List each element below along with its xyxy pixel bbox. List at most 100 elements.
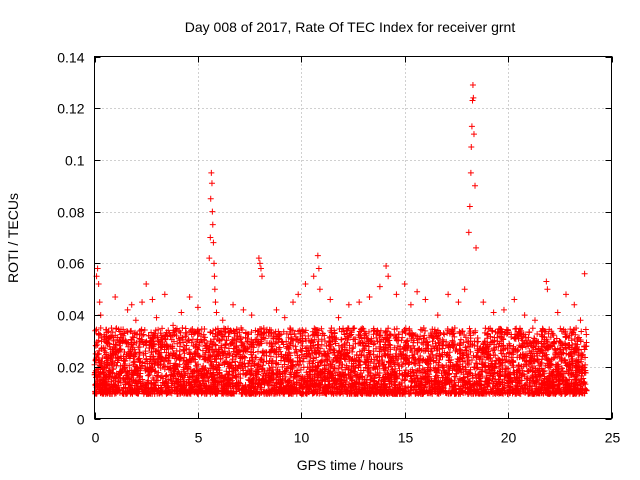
background-point [311,336,318,343]
background-point [423,359,430,366]
background-point [288,364,295,371]
background-point [351,325,358,332]
background-point [296,389,303,396]
background-point [517,352,524,359]
background-point [539,383,546,390]
background-point [435,339,442,346]
background-point [253,376,260,383]
background-point [160,379,167,386]
background-point [524,376,531,383]
background-point [403,342,410,349]
background-point [151,361,158,368]
background-point [300,364,307,371]
background-point [467,335,474,342]
background-point [391,369,398,376]
background-point [349,345,356,352]
background-point [534,367,541,374]
background-point [139,332,146,339]
background-point [106,390,113,397]
background-point [407,346,414,353]
background-point [141,327,148,334]
background-point [257,384,264,391]
background-point [454,362,461,369]
data-points [91,81,590,397]
background-point [225,375,232,382]
background-point [180,366,187,373]
background-point [417,352,424,359]
background-point [209,374,216,381]
background-point [446,381,453,388]
background-point [315,332,322,339]
background-point [543,336,550,343]
background-point [102,373,109,380]
background-point [294,354,301,361]
background-point [539,327,546,334]
background-point [364,353,371,360]
background-point [248,342,255,349]
background-point [354,371,361,378]
background-point [284,378,291,385]
background-point [206,346,213,353]
background-point [440,388,447,395]
background-point [419,357,426,364]
background-point [387,358,394,365]
background-point [310,331,317,338]
background-point [243,371,250,378]
background-point [468,356,475,363]
background-point [297,366,304,373]
background-point [194,326,201,333]
background-point [408,375,415,382]
background-point [387,378,394,385]
background-point [367,370,374,377]
background-point [210,327,217,334]
background-point [223,337,230,344]
background-point [538,384,545,391]
background-point [562,341,569,348]
background-point [419,365,426,372]
background-point [489,328,496,335]
background-point [159,325,166,332]
background-point [162,335,169,342]
background-point [420,335,427,342]
background-point [247,390,254,397]
background-point [294,379,301,386]
background-point [341,351,348,358]
background-point [422,358,429,365]
background-point [405,390,412,397]
background-point [485,389,492,396]
background-point [399,371,406,378]
background-point [525,367,532,374]
background-point [315,372,322,379]
background-point [262,335,269,342]
background-point [404,337,411,344]
background-point [510,369,517,376]
background-point [385,363,392,370]
background-point [343,362,350,369]
background-point [253,354,260,361]
background-point [557,372,564,379]
background-point [168,390,175,397]
background-point [562,390,569,397]
background-point [163,344,170,351]
background-point [524,337,531,344]
background-point [567,386,574,393]
background-point [331,349,338,356]
background-point [96,386,103,393]
background-point [107,346,114,353]
background-point [110,350,117,357]
background-point [220,377,227,384]
background-point [496,333,503,340]
background-point [119,387,126,394]
background-point [567,350,574,357]
background-point [303,390,310,397]
background-point [487,372,494,379]
background-point [149,342,156,349]
background-point [399,334,406,341]
background-point [136,349,143,356]
background-point [329,361,336,368]
background-point [402,355,409,362]
background-point [236,336,243,343]
background-point [545,330,552,337]
background-point [558,365,565,372]
background-point [92,342,99,349]
